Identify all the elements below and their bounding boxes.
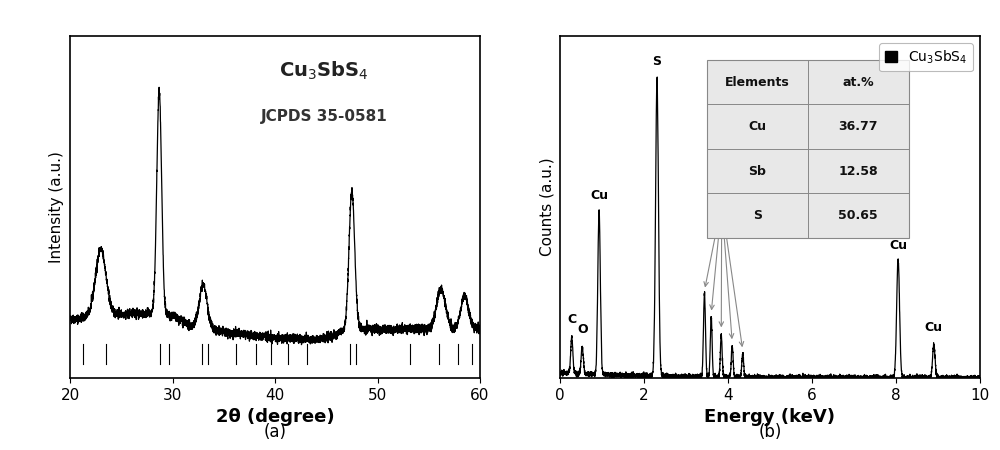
X-axis label: 2θ (degree): 2θ (degree) <box>216 408 334 426</box>
X-axis label: Energy (keV): Energy (keV) <box>704 408 836 426</box>
Text: O: O <box>577 323 588 336</box>
Bar <box>707 60 909 238</box>
Text: 36.77: 36.77 <box>838 120 878 133</box>
Text: Sb: Sb <box>713 187 731 200</box>
Text: at.%: at.% <box>842 76 874 89</box>
Text: S: S <box>753 209 762 222</box>
Text: Elements: Elements <box>725 76 790 89</box>
Text: Cu: Cu <box>590 189 608 202</box>
Text: (a): (a) <box>264 423 287 441</box>
Y-axis label: Intensity (a.u.): Intensity (a.u.) <box>49 151 64 263</box>
Text: 12.58: 12.58 <box>838 165 878 178</box>
Text: Cu: Cu <box>889 239 907 252</box>
Text: Cu$_3$SbS$_4$: Cu$_3$SbS$_4$ <box>279 60 369 82</box>
Text: 50.65: 50.65 <box>838 209 878 222</box>
Text: Cu: Cu <box>748 120 766 133</box>
Text: (b): (b) <box>758 423 782 441</box>
Text: C: C <box>567 314 576 326</box>
Legend: Cu$_3$SbS$_4$: Cu$_3$SbS$_4$ <box>879 43 973 72</box>
Text: Sb: Sb <box>748 165 766 178</box>
Text: S: S <box>653 55 662 68</box>
Text: JCPDS 35-0581: JCPDS 35-0581 <box>261 109 388 125</box>
Y-axis label: Counts (a.u.): Counts (a.u.) <box>539 158 554 256</box>
Text: Cu: Cu <box>925 321 943 334</box>
